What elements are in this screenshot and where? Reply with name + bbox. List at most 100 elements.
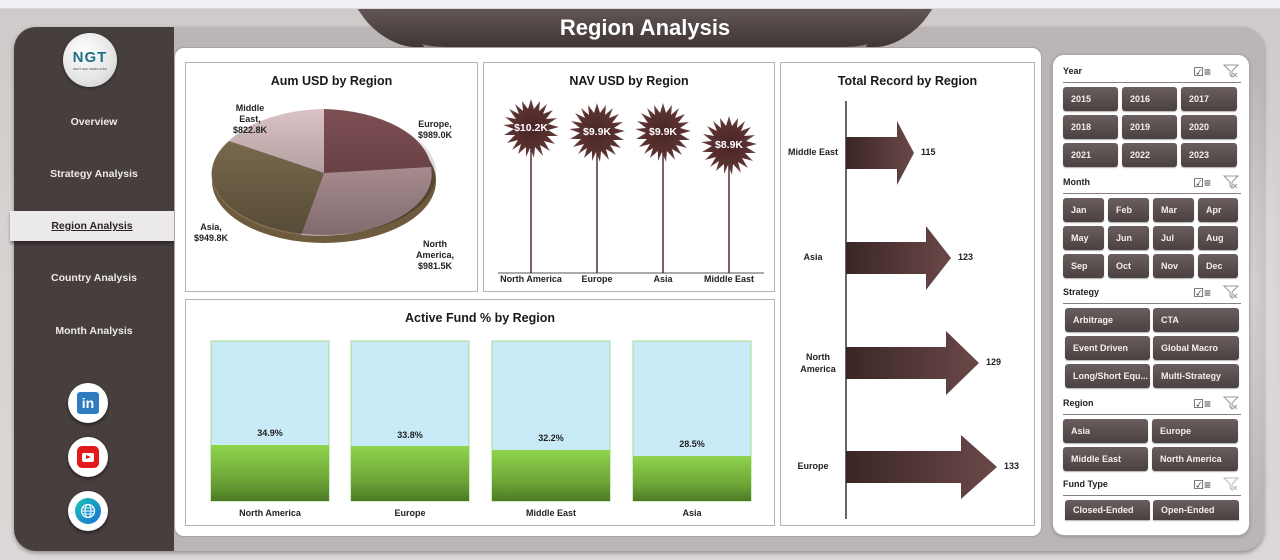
sidebar-item-country-analysis[interactable]: Country Analysis [14,263,174,293]
sidebar-item-strategy-analysis[interactable]: Strategy Analysis [14,159,174,189]
slicer-fundtype-open-ended[interactable]: Open-Ended [1153,500,1239,520]
slicer-strategy-long-short-equity[interactable]: Long/Short Equ... [1065,364,1150,388]
x-axis-label: North America [500,274,562,284]
slicer-strategy-event-driven[interactable]: Event Driven [1065,336,1150,360]
slicer-year-2021[interactable]: 2021 [1063,143,1118,167]
slicer-region-north-america[interactable]: North America [1152,447,1238,471]
x-axis-label: Asia [682,508,702,518]
pie-label-north-america: North America, $981.5K [415,239,455,271]
sidebar-item-label: Region Analysis [51,220,133,232]
slicer-region-middle-east[interactable]: Middle East [1063,447,1148,471]
slicer-fundtype-closed-ended[interactable]: Closed-Ended [1065,500,1150,520]
slicer-year-2016[interactable]: 2016 [1122,87,1177,111]
year-slicer-header: Year ☑≡ [1063,63,1241,83]
multi-select-icon[interactable]: ☑≡ [1193,286,1211,300]
slicer-strategy-cta[interactable]: CTA [1153,308,1239,332]
slicer-strategy-multi-strategy[interactable]: Multi-Strategy [1153,364,1239,388]
youtube-button[interactable] [68,437,108,477]
nav-value-europe: $9.9K [582,126,612,138]
total-record-by-region-chart[interactable]: Total Record by Region Middle East Asia … [780,62,1035,526]
slicer-region-europe[interactable]: Europe [1152,419,1238,443]
record-value-middle-east: 115 [921,147,936,157]
slicer-strategy-global-macro[interactable]: Global Macro [1153,336,1239,360]
page-title: Region Analysis [559,15,731,40]
slicer-month-feb[interactable]: Feb [1108,198,1149,222]
slicer-month-sep[interactable]: Sep [1063,254,1104,278]
slicer-year-2017[interactable]: 2017 [1181,87,1237,111]
clear-filter-icon[interactable] [1222,64,1240,83]
slicer-year-2022[interactable]: 2022 [1122,143,1177,167]
company-logo: NGT NEXT GEN TEMPLATES [63,33,117,87]
slicer-strategy-arbitrage[interactable]: Arbitrage [1065,308,1150,332]
slicer-month-jul[interactable]: Jul [1153,226,1194,250]
arrow-chart-graphic [845,101,997,519]
linkedin-button[interactable]: in [68,383,108,423]
website-button[interactable] [68,491,108,531]
aum-by-region-chart[interactable]: Aum USD by Region Middle East, $822.8K Eur… [185,62,478,292]
pie-label-asia: Asia, $949.8K [193,222,229,243]
y-axis-label: Europe [797,461,829,471]
fund-type-slicer-header: Fund Type ☑≡ [1063,476,1241,496]
active-fund-graphic [210,340,752,502]
nav-value-middle-east: $8.9K [714,139,744,151]
slicer-month-mar[interactable]: Mar [1153,198,1194,222]
month-slicer-header: Month ☑≡ [1063,174,1241,194]
slicer-month-may[interactable]: May [1063,226,1104,250]
sidebar-item-overview[interactable]: Overview [14,107,174,137]
multi-select-icon[interactable]: ☑≡ [1193,397,1211,411]
slicer-month-oct[interactable]: Oct [1108,254,1149,278]
multi-select-icon[interactable]: ☑≡ [1193,65,1211,79]
slicer-month-aug[interactable]: Aug [1198,226,1238,250]
nav-chart-graphic [498,99,764,274]
multi-select-icon[interactable]: ☑≡ [1193,176,1211,190]
sidebar-item-label: Strategy Analysis [50,168,138,180]
slicer-label: Year [1063,66,1083,76]
slicer-year-2020[interactable]: 2020 [1181,115,1237,139]
slicer-label: Month [1063,177,1090,187]
y-axis-label: Middle East [787,147,838,157]
y-axis-label: North America [800,352,836,374]
record-value-north-america: 129 [986,357,1002,367]
slicer-month-apr[interactable]: Apr [1198,198,1238,222]
sidebar-item-label: Country Analysis [51,272,137,284]
slicer-year-2023[interactable]: 2023 [1181,143,1237,167]
slicer-year-2018[interactable]: 2018 [1063,115,1118,139]
pie-label-europe: Europe, $989.0K [417,119,453,140]
slicer-label: Fund Type [1063,479,1108,489]
x-axis-label: Europe [581,274,613,284]
clear-filter-icon[interactable] [1222,477,1240,496]
sidebar-item-month-analysis[interactable]: Month Analysis [14,316,174,346]
slicer-year-2019[interactable]: 2019 [1122,115,1177,139]
slicer-month-nov[interactable]: Nov [1153,254,1194,278]
decorative-shade [1250,60,1280,520]
slicer-label: Region [1063,398,1094,408]
clear-filter-icon[interactable] [1222,285,1240,304]
x-axis-label: Middle East [703,274,754,284]
slicer-month-dec[interactable]: Dec [1198,254,1238,278]
nav-value-north-america: $10.2K [514,122,548,134]
record-value-europe: 133 [1004,461,1020,471]
slicer-year-2015[interactable]: 2015 [1063,87,1118,111]
globe-icon [75,498,101,524]
active-fund-by-region-chart[interactable]: Active Fund % by Region 34.9% 33.8% 32.2… [185,299,775,526]
slicer-region-asia[interactable]: Asia [1063,419,1148,443]
logo-subtext: NEXT GEN TEMPLATES [73,66,107,71]
active-value-europe: 33.8% [397,430,423,440]
sidebar-item-label: Month Analysis [55,325,133,337]
chart-title: Aum USD by Region [270,74,393,88]
x-axis-label: Europe [394,508,426,518]
active-value-middle-east: 32.2% [538,433,564,443]
clear-filter-icon[interactable] [1222,396,1240,415]
nav-value-asia: $9.9K [648,126,678,138]
youtube-icon [77,446,99,468]
clear-filter-icon[interactable] [1222,175,1240,194]
slicer-month-jun[interactable]: Jun [1108,226,1149,250]
browser-top-strip [0,0,1280,9]
filter-panel: Year ☑≡ 2015 2016 2017 2018 2019 2020 20… [1052,54,1250,536]
nav-by-region-chart[interactable]: NAV USD by Region $10.2K $9.9K $9.9K $8.… [483,62,775,292]
multi-select-icon[interactable]: ☑≡ [1193,478,1211,492]
linkedin-icon: in [77,392,99,414]
slicer-month-jan[interactable]: Jan [1063,198,1104,222]
chart-title: Total Record by Region [837,74,978,88]
sidebar-item-region-analysis[interactable]: Region Analysis [10,211,174,241]
